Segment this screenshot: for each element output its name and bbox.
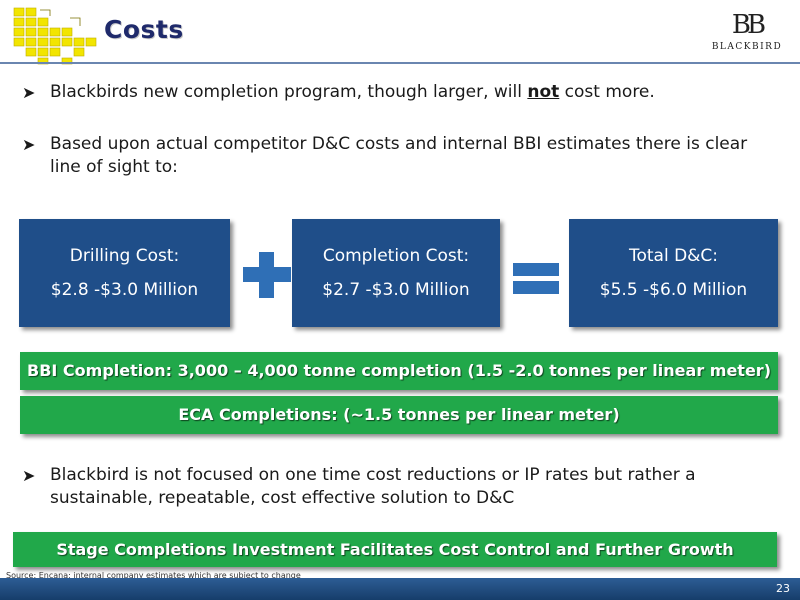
page-number: 23 — [776, 582, 790, 595]
bullet-1-text: Blackbirds new completion program, thoug… — [50, 81, 762, 104]
arrow-bullet-icon: ➤ — [22, 135, 36, 154]
bullet-3: ➤ Blackbird is not focused on one time c… — [22, 464, 762, 512]
equals-icon-lower — [513, 281, 559, 294]
total-dc-box: Total D&C: $5.5 -$6.0 Million — [569, 219, 778, 327]
equals-icon — [513, 263, 559, 276]
bullet-3-text: Blackbird is not focused on one time cos… — [50, 465, 696, 508]
stage-completions-banner: Stage Completions Investment Facilitates… — [13, 532, 777, 567]
bullet-1: ➤ Blackbirds new completion program, tho… — [22, 81, 762, 105]
completion-cost-box: Completion Cost: $2.7 -$3.0 Million — [292, 219, 500, 327]
completion-cost-value: $2.7 -$3.0 Million — [322, 280, 470, 300]
blackbird-logo: BB BLACKBIRD — [702, 12, 792, 52]
brand-name: BLACKBIRD — [711, 42, 783, 52]
arrow-bullet-icon: ➤ — [22, 83, 36, 102]
eca-completions-banner: ECA Completions: (~1.5 tonnes per linear… — [20, 396, 778, 434]
bullet-2-text: Based upon actual competitor D&C costs a… — [50, 134, 748, 177]
bullet-2: ➤ Based upon actual competitor D&C costs… — [22, 133, 762, 181]
bbi-completion-banner: BBI Completion: 3,000 – 4,000 tonne comp… — [20, 352, 778, 390]
completion-cost-label: Completion Cost: — [322, 246, 470, 266]
bullet-1-after: cost more. — [559, 82, 655, 102]
bullet-1-emphasis: not — [527, 82, 560, 102]
source-note: Source: Encana; internal company estimat… — [6, 571, 301, 580]
bullet-1-before: Blackbirds new completion program, thoug… — [50, 82, 528, 102]
drilling-cost-label: Drilling Cost: — [69, 246, 180, 266]
page-title: Costs — [104, 15, 184, 44]
total-dc-value: $5.5 -$6.0 Million — [599, 280, 748, 300]
drilling-cost-value: $2.8 -$3.0 Million — [50, 280, 199, 300]
arrow-bullet-icon: ➤ — [22, 466, 36, 485]
header-divider — [0, 62, 800, 64]
brand-mark: BB — [731, 10, 766, 40]
footer-bar: 23 — [0, 578, 800, 600]
total-dc-label: Total D&C: — [628, 246, 719, 266]
puzzle-grid-logo-icon — [13, 7, 97, 65]
plus-icon-vertical — [259, 252, 274, 298]
drilling-cost-box: Drilling Cost: $2.8 -$3.0 Million — [19, 219, 230, 327]
